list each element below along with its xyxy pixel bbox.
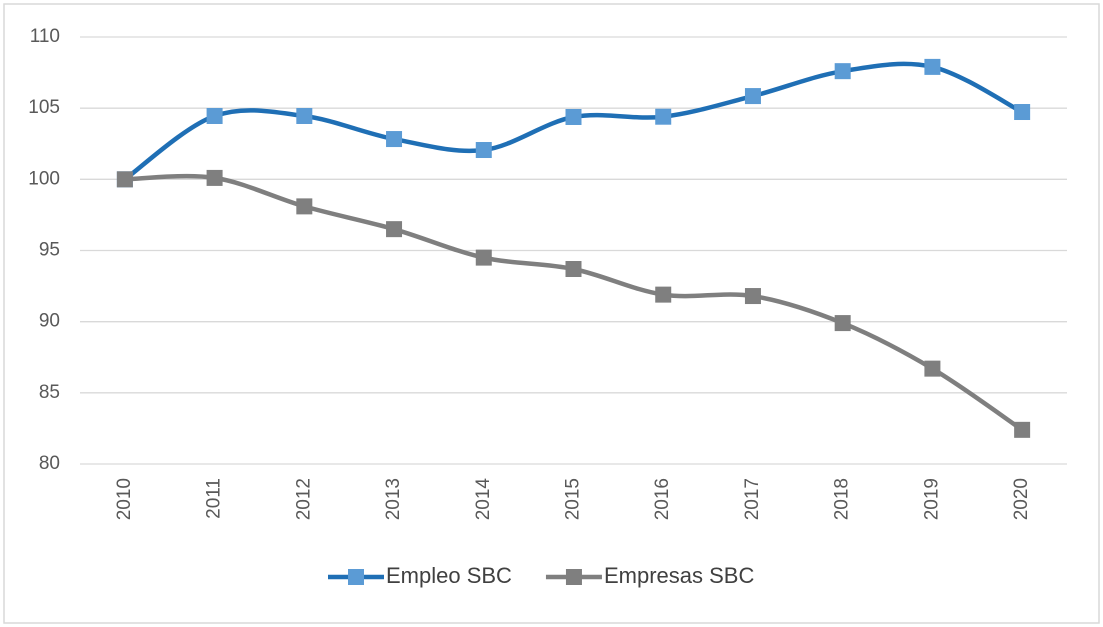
marker	[834, 315, 851, 332]
marker	[1014, 104, 1031, 121]
marker	[1014, 421, 1031, 438]
marker	[296, 198, 313, 215]
marker	[565, 261, 582, 278]
y-tick-label: 105	[28, 97, 60, 118]
x-tick-label: 2018	[832, 478, 853, 520]
y-tick-label: 90	[39, 311, 60, 332]
marker	[924, 360, 941, 377]
x-tick-label: 2017	[742, 478, 763, 520]
legend-label: Empresas SBC	[604, 563, 754, 588]
marker	[924, 58, 941, 75]
marker	[475, 142, 492, 159]
marker	[655, 286, 672, 303]
chart-border	[3, 3, 1100, 624]
x-tick-label: 2015	[563, 478, 584, 520]
marker	[565, 108, 582, 125]
marker	[475, 249, 492, 266]
marker	[386, 131, 403, 148]
legend-label: Empleo SBC	[386, 563, 512, 588]
legend-marker	[565, 569, 582, 585]
y-tick-label: 100	[28, 168, 60, 189]
y-tick-label: 85	[39, 382, 60, 403]
marker	[296, 107, 313, 124]
x-tick-label: 2010	[114, 478, 135, 520]
legend-marker	[348, 569, 364, 585]
legend: Empleo SBC Empresas SBC	[328, 563, 754, 588]
marker	[655, 108, 672, 125]
marker	[116, 171, 133, 188]
marker	[744, 88, 761, 105]
x-tick-label: 2014	[473, 478, 494, 521]
marker	[744, 288, 761, 305]
marker	[206, 107, 223, 124]
marker	[834, 63, 851, 80]
y-tick-label: 110	[30, 26, 60, 47]
marker	[206, 169, 223, 186]
x-tick-label: 2012	[293, 478, 314, 520]
x-tick-label: 2019	[921, 478, 942, 520]
y-tick-label: 80	[39, 453, 60, 474]
x-tick-label: 2011	[204, 478, 225, 519]
y-tick-label: 95	[39, 240, 60, 261]
marker	[386, 221, 403, 238]
x-tick-label: 2013	[383, 478, 404, 520]
x-tick-label: 2016	[652, 478, 673, 520]
x-tick-label: 2020	[1011, 478, 1032, 520]
